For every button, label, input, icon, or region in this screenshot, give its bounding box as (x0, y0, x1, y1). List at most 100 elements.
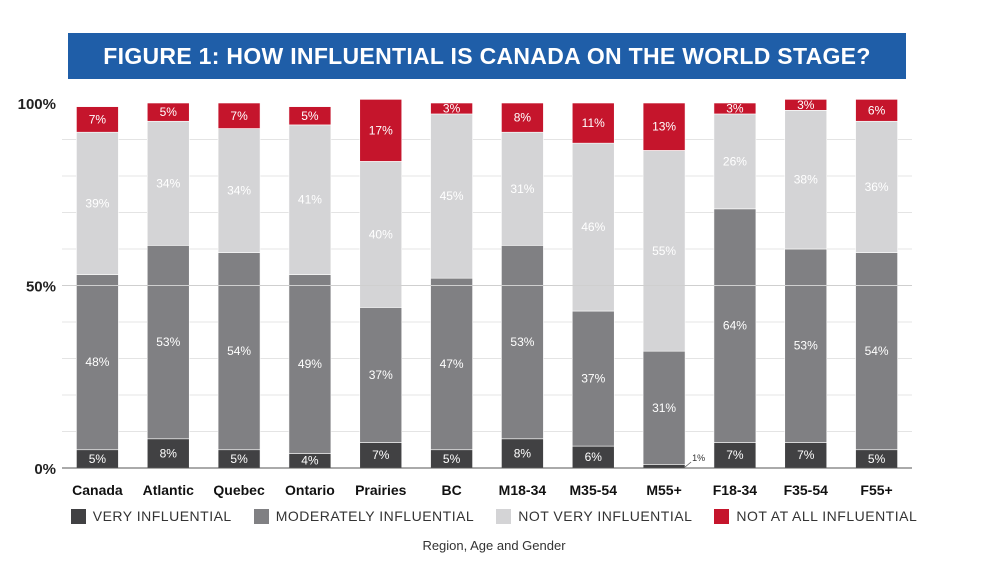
data-label: 5% (89, 452, 107, 466)
legend-item-very-influential: VERY INFLUENTIAL (70, 508, 232, 524)
bar-segment-not-very-influential (855, 120, 898, 253)
x-tick-label: M55+ (646, 482, 681, 498)
bar-segment-not-at-all-influential (146, 102, 190, 122)
legend-label: MODERATELY INFLUENTIAL (275, 508, 475, 524)
legend: VERY INFLUENTIAL MODERATELY INFLUENTIAL NO… (0, 508, 988, 524)
legend-item-moderately-influential: MODERATELY INFLUENTIAL (253, 508, 475, 524)
x-tick-label: Atlantic (143, 482, 195, 498)
data-label: 7% (230, 109, 248, 123)
x-tick-label: M18-34 (499, 482, 547, 498)
data-label: 7% (726, 448, 744, 462)
data-label: 4% (301, 454, 319, 468)
data-label: 47% (440, 357, 464, 371)
bar-segment-not-very-influential (784, 110, 828, 250)
bar-segment-moderately-influential (359, 307, 403, 443)
data-label: 41% (298, 193, 322, 207)
y-tick-label: 100% (18, 96, 56, 113)
bar-segment-not-very-influential (430, 113, 473, 279)
bar-segment-not-very-influential (571, 142, 615, 312)
x-tick-label: F18-34 (713, 482, 758, 498)
data-label-leader (684, 461, 692, 468)
bar-segment-not-at-all-influential (855, 99, 898, 122)
x-tick-label: Ontario (285, 482, 335, 498)
data-label: 55% (652, 244, 676, 258)
data-label: 7% (797, 448, 815, 462)
bar-segment-moderately-influential (76, 274, 119, 451)
data-label: 5% (443, 452, 461, 466)
data-label: 34% (227, 184, 251, 198)
data-label: 13% (652, 120, 676, 134)
bar-segment-very-influential (359, 442, 403, 469)
data-label: 17% (369, 123, 393, 137)
bar-segment-not-at-all-influential (359, 99, 403, 162)
bar-segment-not-at-all-influential (784, 99, 828, 111)
bar-segment-not-at-all-influential (288, 106, 332, 126)
legend-item-not-at-all-influential: NOT AT ALL INFLUENTIAL (714, 508, 917, 524)
data-label: 3% (726, 101, 744, 115)
bar-segment-not-at-all-influential (430, 102, 473, 115)
chart-title: FIGURE 1: HOW INFLUENTIAL IS CANADA ON T… (68, 33, 906, 79)
bar-segment-not-at-all-influential (76, 106, 119, 133)
data-label: 54% (865, 344, 889, 358)
data-label: 7% (372, 448, 390, 462)
data-label: 37% (369, 368, 393, 382)
x-tick-label: Quebec (213, 482, 265, 498)
bar-segment-moderately-influential (288, 274, 332, 454)
x-tick-label: Canada (72, 482, 123, 498)
x-tick-label: BC (441, 482, 461, 498)
data-label: 38% (794, 173, 818, 187)
data-label: 36% (865, 180, 889, 194)
legend-swatch (253, 508, 269, 524)
data-label: 5% (301, 109, 319, 123)
data-label: 5% (160, 105, 178, 119)
legend-swatch (714, 508, 730, 524)
bar-segment-not-very-influential (217, 128, 261, 253)
data-label: 8% (514, 111, 532, 125)
data-label: 8% (514, 446, 532, 460)
y-tick-label: 0% (34, 461, 56, 478)
bar-segment-not-very-influential (501, 131, 544, 246)
data-label: 46% (581, 220, 605, 234)
legend-swatch (70, 508, 86, 524)
data-label: 53% (510, 335, 534, 349)
data-label: 1% (692, 453, 705, 463)
bar-segment-not-at-all-influential (501, 102, 544, 133)
bar-segment-not-very-influential (288, 124, 332, 275)
data-label: 53% (156, 335, 180, 349)
data-label: 5% (230, 452, 248, 466)
x-axis-title: Region, Age and Gender (422, 538, 566, 553)
legend-item-not-very-influential: NOT VERY INFLUENTIAL (496, 508, 692, 524)
data-label: 37% (581, 372, 605, 386)
x-tick-label: F55+ (860, 482, 892, 498)
data-label: 7% (89, 112, 107, 126)
data-label: 8% (160, 446, 178, 460)
data-label: 40% (369, 227, 393, 241)
legend-label: NOT AT ALL INFLUENTIAL (736, 508, 918, 524)
data-label: 64% (723, 319, 747, 333)
x-tick-label: M35-54 (570, 482, 618, 498)
bar-segment-not-at-all-influential (642, 102, 686, 151)
data-label: 45% (440, 189, 464, 203)
bar-segment-moderately-influential (146, 245, 190, 440)
bar-segment-not-at-all-influential (571, 102, 615, 144)
legend-swatch (496, 508, 512, 524)
x-tick-label: Prairies (355, 482, 407, 498)
data-label: 11% (582, 116, 605, 130)
bar-segment-very-influential (784, 442, 828, 469)
data-label: 26% (723, 154, 747, 168)
data-label: 5% (868, 452, 886, 466)
legend-label: NOT VERY INFLUENTIAL (518, 508, 693, 524)
data-label: 49% (298, 357, 322, 371)
bar-segment-not-very-influential (359, 161, 403, 308)
data-label: 3% (443, 101, 461, 115)
bar-segment-very-influential (642, 464, 686, 469)
legend-label: VERY INFLUENTIAL (92, 508, 232, 524)
data-label: 34% (156, 176, 180, 190)
bar-segment-moderately-influential (784, 248, 828, 443)
bar-segment-moderately-influential (430, 277, 473, 451)
bar-segment-moderately-influential (713, 208, 757, 443)
bar-segment-not-very-influential (642, 150, 686, 352)
bar-segment-not-very-influential (146, 120, 190, 246)
data-label: 31% (652, 401, 676, 415)
bar-segment-not-very-influential (713, 113, 757, 210)
